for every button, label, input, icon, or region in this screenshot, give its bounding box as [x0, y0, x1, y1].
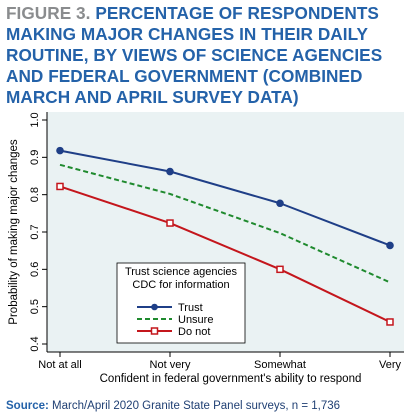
legend-box — [116, 262, 246, 344]
axes: 0.4 0.5 0.6 0.7 0.8 0.9 1.0 Not at all Not very S… — [8, 112, 404, 385]
figure-title: FIGURE 3. PERCENTAGE OF RESPONDENTS MAKI… — [6, 3, 416, 108]
series-line-trust — [59, 149, 391, 247]
legend-label-do-not: Do not — [178, 326, 210, 338]
point-do-not — [386, 318, 394, 326]
series-group — [56, 146, 394, 326]
y-tick-label: 0.8 — [29, 187, 41, 202]
y-tick-label: 0.9 — [29, 150, 41, 165]
point-trust — [386, 241, 394, 250]
y-tick-label: 0.6 — [29, 262, 41, 277]
point-do-not — [56, 182, 64, 191]
source-text: March/April 2020 Granite State Panel sur… — [52, 400, 341, 412]
x-axis-title: Confident in federal government's abilit… — [100, 373, 362, 385]
y-tick-label: 0.5 — [29, 299, 41, 314]
y-tick-label: 0.4 — [29, 336, 41, 351]
point-trust — [276, 199, 284, 208]
x-tick-label: Not very — [150, 359, 191, 371]
point-do-not — [166, 219, 174, 227]
source-note: Source: March/April 2020 Granite State P… — [6, 400, 340, 412]
x-tick-label: Somewhat — [254, 359, 306, 371]
line-chart: 0.4 0.5 0.6 0.7 0.8 0.9 1.0 Not at all Not very S… — [8, 112, 404, 385]
legend-title-line: CDC for information — [132, 279, 229, 291]
legend-marker-trust — [151, 303, 158, 311]
point-trust — [56, 146, 64, 155]
y-tick-label: 1.0 — [29, 112, 41, 127]
legend-marker-do-not — [150, 327, 159, 335]
series-line-unsure — [59, 163, 391, 284]
figure-label: FIGURE 3. — [6, 3, 91, 23]
y-tick-label: 0.7 — [29, 224, 41, 239]
legend-title-line: Trust science agencies — [125, 266, 238, 278]
legend-label-unsure: Unsure — [178, 314, 213, 326]
legend-label-trust: Trust — [178, 302, 203, 314]
x-tick-label: Very — [379, 359, 402, 371]
figure-title-text: PERCENTAGE OF RESPONDENTS MAKING MAJOR C… — [6, 3, 383, 107]
y-axis-title: Probability of making major changes — [8, 139, 20, 325]
source-label: Source: — [6, 400, 49, 412]
series-line-do-not — [59, 185, 391, 323]
point-do-not — [276, 265, 284, 274]
x-tick-label: Not at all — [38, 359, 81, 371]
point-trust — [166, 167, 174, 176]
